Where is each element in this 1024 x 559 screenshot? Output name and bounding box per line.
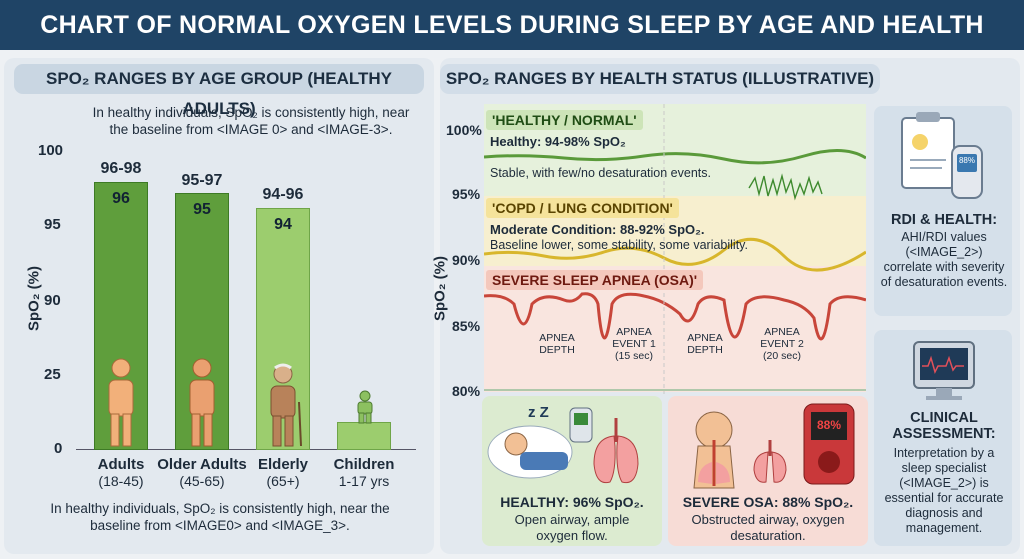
healthy-line2: Stable, with few/no desaturation events.: [490, 166, 711, 180]
adult-person-icon: [108, 358, 134, 447]
osa-bottom-title: SEVERE OSA: 88% SpO₂.: [682, 494, 854, 510]
y-tick: 95: [44, 216, 61, 233]
sleeping-person-lungs-icon: [487, 407, 639, 484]
copd-tag: 'COPD / LUNG CONDITION': [486, 198, 679, 218]
range-label: 96-98: [100, 160, 142, 177]
healthy-bottom-text: Open airway, ample oxygen flow.: [514, 512, 630, 543]
age-note-top: In healthy individuals, SpO₂ is consiste…: [92, 105, 410, 137]
apnea-label: APNEA DEPTH: [539, 332, 575, 356]
apnea-label: APNEA EVENT 1 (15 sec): [612, 326, 656, 362]
bar-children: [337, 422, 391, 450]
clinical-title: CLINICAL ASSESSMENT:: [892, 410, 996, 442]
value-label: 96: [112, 190, 130, 207]
rdi-text: AHI/RDI values (<IMAGE_2>) correlate wit…: [880, 230, 1008, 289]
y-tick: 90%: [452, 252, 481, 268]
category-label: Elderly (65+): [257, 456, 309, 489]
elderly-person-icon: [270, 363, 302, 447]
page-title: CHART OF NORMAL OXYGEN LEVELS DURING SLE…: [0, 0, 1024, 89]
healthy-tag: 'HEALTHY / NORMAL': [486, 110, 643, 130]
age-group-title: SPO₂ RANGES BY AGE GROUP (HEALTHY ADULTS…: [14, 64, 424, 118]
age-note-bottom: In healthy individuals, SpO₂ is consiste…: [50, 501, 390, 533]
clipboard-oximeter-icon: [901, 112, 983, 199]
obstructed-airway-icon: [693, 403, 855, 489]
clinical-text: Interpretation by a sleep specialist (<I…: [884, 446, 1004, 535]
y-tick: 100: [38, 142, 64, 159]
y-tick: 85%: [452, 318, 481, 334]
apnea-label: APNEA EVENT 2 (20 sec): [760, 326, 804, 362]
y-tick: 80%: [452, 383, 481, 399]
range-label: 95-97: [181, 172, 223, 189]
oximeter-reading: 88%: [816, 418, 842, 432]
healthy-line1: Healthy: 94-98% SpO₂: [490, 134, 626, 149]
sleep-z-icon: z Z: [528, 404, 549, 421]
copd-line1: Moderate Condition: 88-92% SpO₂.: [490, 222, 705, 237]
age-y-axis-label: SpO₂ (%): [25, 266, 43, 331]
status-y-axis-label: SpO₂ (%): [431, 256, 449, 321]
apnea-label: APNEA DEPTH: [687, 332, 723, 356]
osa-tag: SEVERE SLEEP APNEA (OSA)': [486, 270, 704, 290]
spo2-trace-chart: [484, 104, 866, 394]
category-label: Adults (18-45): [97, 456, 145, 489]
healthy-bottom-title: HEALTHY: 96% SpO₂.: [500, 494, 644, 510]
y-tick: 95%: [452, 186, 481, 202]
older-adult-person-icon: [189, 358, 215, 447]
y-tick: 25: [44, 366, 61, 383]
value-label: 94: [274, 216, 292, 233]
category-label: Children 1-17 yrs: [333, 456, 395, 489]
y-tick: 100%: [446, 122, 482, 138]
value-label: 95: [193, 201, 211, 218]
y-tick: 90: [44, 292, 61, 309]
osa-bottom-text: Obstructed airway, oxygen desaturation.: [691, 512, 845, 543]
x-axis-line: [76, 449, 416, 450]
device-reading: 88%: [958, 156, 975, 165]
rdi-title: RDI & HEALTH:: [890, 212, 998, 228]
child-person-icon: [357, 390, 373, 424]
health-status-title: SPO₂ RANGES BY HEALTH STATUS (ILLUSTRATI…: [440, 64, 880, 94]
category-label: Older Adults (45-65): [157, 456, 247, 489]
monitor-icon: [913, 341, 975, 400]
range-label: 94-96: [262, 186, 304, 203]
y-tick: 0: [54, 440, 63, 457]
copd-line2: Baseline lower, some stability, some var…: [490, 238, 748, 252]
